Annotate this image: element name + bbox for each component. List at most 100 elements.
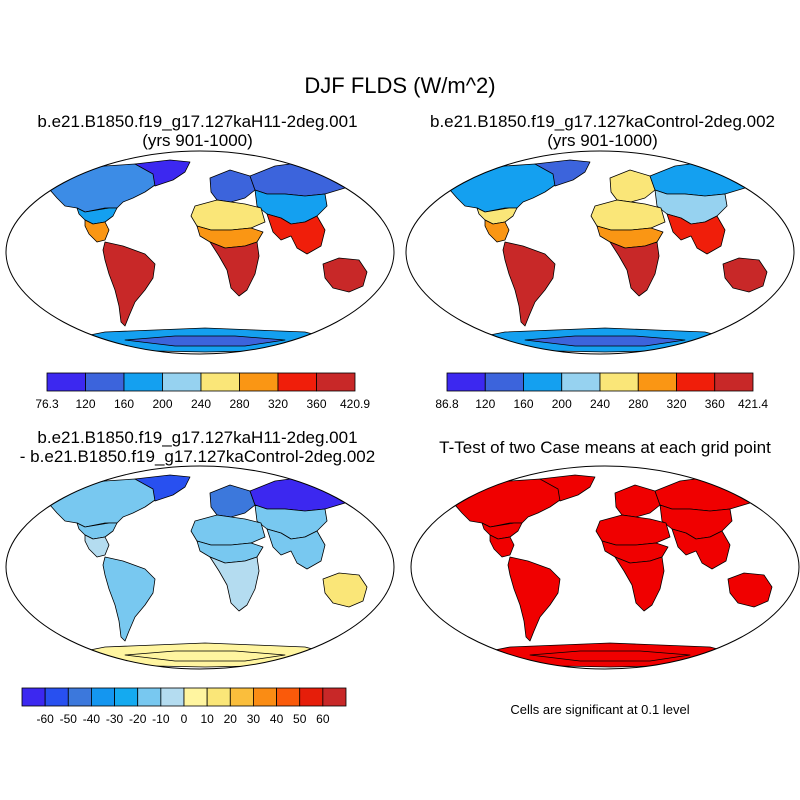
region-australia	[727, 572, 773, 608]
colorbar-tick-label: 76.3	[35, 397, 59, 411]
colorbar-box	[322, 687, 347, 707]
colorbar-box	[446, 372, 486, 392]
colorbar-box	[162, 372, 202, 392]
region-greenland	[134, 474, 191, 502]
colorbar-box	[46, 372, 86, 392]
colorbar-tick-label: 360	[306, 397, 326, 411]
colorbar-box	[21, 687, 46, 707]
colorbar-box	[91, 687, 115, 707]
region-us-south	[76, 207, 118, 225]
colorbar-tick-label: 0	[181, 712, 188, 726]
colorbar-tick-label: 30	[247, 712, 261, 726]
colorbar-tick-label: 20	[224, 712, 238, 726]
map-border	[405, 150, 795, 355]
region-south-america	[507, 556, 561, 642]
region-mexico	[489, 534, 515, 558]
ocean-area	[6, 466, 394, 669]
colorbar-box	[137, 687, 162, 707]
colorbar-box	[714, 372, 754, 392]
figure-title: DJF FLDS (W/m^2)	[304, 73, 496, 98]
region-south-america	[502, 241, 556, 327]
region-india-se-asia	[266, 213, 326, 255]
colorbar-tick-label: 240	[590, 397, 610, 411]
region-australia	[322, 257, 368, 293]
colorbar-box	[44, 687, 69, 707]
map-border	[410, 465, 800, 670]
colorbar-box	[183, 687, 208, 707]
colorbar-tick-label: 160	[513, 397, 533, 411]
colorbar-box	[229, 687, 254, 707]
region-europe	[209, 169, 256, 203]
colorbar-tick-label: 86.8	[435, 397, 459, 411]
region-mexico	[84, 219, 110, 243]
colorbar-box	[299, 687, 324, 707]
colorbar-tick-label: 160	[114, 397, 134, 411]
colorbar-tick-label: 50	[293, 712, 307, 726]
panel-3-title: b.e21.B1850.f19_g17.127kaH11-2deg.001	[37, 428, 358, 447]
colorbar-tick-label: -60	[36, 712, 54, 726]
colorbar-tick-label: 120	[475, 397, 495, 411]
map-border	[5, 465, 395, 670]
panel-4-title: T-Test of two Case means at each grid po…	[439, 438, 771, 457]
map-difference	[5, 465, 395, 670]
map-case-h11	[5, 150, 395, 355]
panel-1-title: b.e21.B1850.f19_g17.127kaH11-2deg.001	[37, 112, 358, 131]
colorbar-tick-label: -20	[129, 712, 147, 726]
region-us-south	[76, 522, 118, 540]
colorbar-tick-label: 120	[75, 397, 95, 411]
region-us-south	[476, 207, 518, 225]
colorbar-tick-label: -10	[152, 712, 170, 726]
colorbar-box	[206, 687, 231, 707]
colorbar-tick-label: 421.4	[738, 397, 768, 411]
region-greenland	[134, 159, 191, 187]
colorbar-case-control: 86.8 120 160 200 240 280 320 360 421.4	[435, 372, 768, 411]
region-antarctica-interior	[524, 335, 686, 347]
region-antarctica-interior	[124, 650, 286, 662]
colorbar-box	[67, 687, 92, 707]
panel-3-subtitle: - b.e21.B1850.f19_g17.127kaControl-2deg.…	[19, 447, 376, 466]
panel-1-subtitle: (yrs 901-1000)	[142, 131, 253, 150]
colorbar-box	[253, 687, 277, 707]
colorbar-box	[599, 372, 639, 392]
colorbar-box	[637, 372, 677, 392]
colorbar-tick-label: 360	[705, 397, 725, 411]
colorbar-tick-label: 320	[666, 397, 686, 411]
colorbar-box	[200, 372, 240, 392]
colorbar-box	[316, 372, 356, 392]
colorbar-case-h11: 76.3 120 160 200 240 280 320 360 420.9	[35, 372, 370, 411]
colorbar-tick-label: 40	[270, 712, 284, 726]
map-border	[5, 150, 395, 355]
region-south-america	[102, 556, 156, 642]
region-mexico	[484, 219, 510, 243]
map-case-control	[405, 150, 795, 355]
region-antarctica-interior	[529, 650, 691, 662]
colorbar-box	[239, 372, 279, 392]
colorbar-box	[676, 372, 716, 392]
region-india-se-asia	[671, 528, 731, 570]
colorbar-box	[523, 372, 563, 392]
colorbar-tick-label: -40	[83, 712, 101, 726]
region-south-america	[102, 241, 156, 327]
colorbar-tick-label: 10	[200, 712, 214, 726]
region-europe	[209, 484, 256, 518]
colorbar-box	[114, 687, 139, 707]
panel-2-title: b.e21.B1850.f19_g17.127kaControl-2deg.00…	[429, 112, 775, 131]
panel-2-subtitle: (yrs 901-1000)	[547, 131, 658, 150]
colorbar-tick-label: 200	[552, 397, 572, 411]
colorbar-tick-label: 280	[628, 397, 648, 411]
region-antarctica-interior	[124, 335, 286, 347]
colorbar-box	[276, 687, 301, 707]
colorbar-tick-label: -50	[60, 712, 78, 726]
region-us-south	[481, 522, 523, 540]
region-australia	[322, 572, 368, 608]
colorbar-box	[85, 372, 125, 392]
map-ttest-significance	[410, 465, 800, 670]
colorbar-tick-label: 240	[191, 397, 211, 411]
region-greenland	[539, 474, 596, 502]
colorbar-box	[484, 372, 524, 392]
colorbar-box	[277, 372, 317, 392]
colorbar-tick-label: -30	[106, 712, 124, 726]
ocean-area	[406, 151, 794, 354]
region-africa-south	[614, 556, 665, 612]
colorbar-tick-label: 280	[229, 397, 249, 411]
